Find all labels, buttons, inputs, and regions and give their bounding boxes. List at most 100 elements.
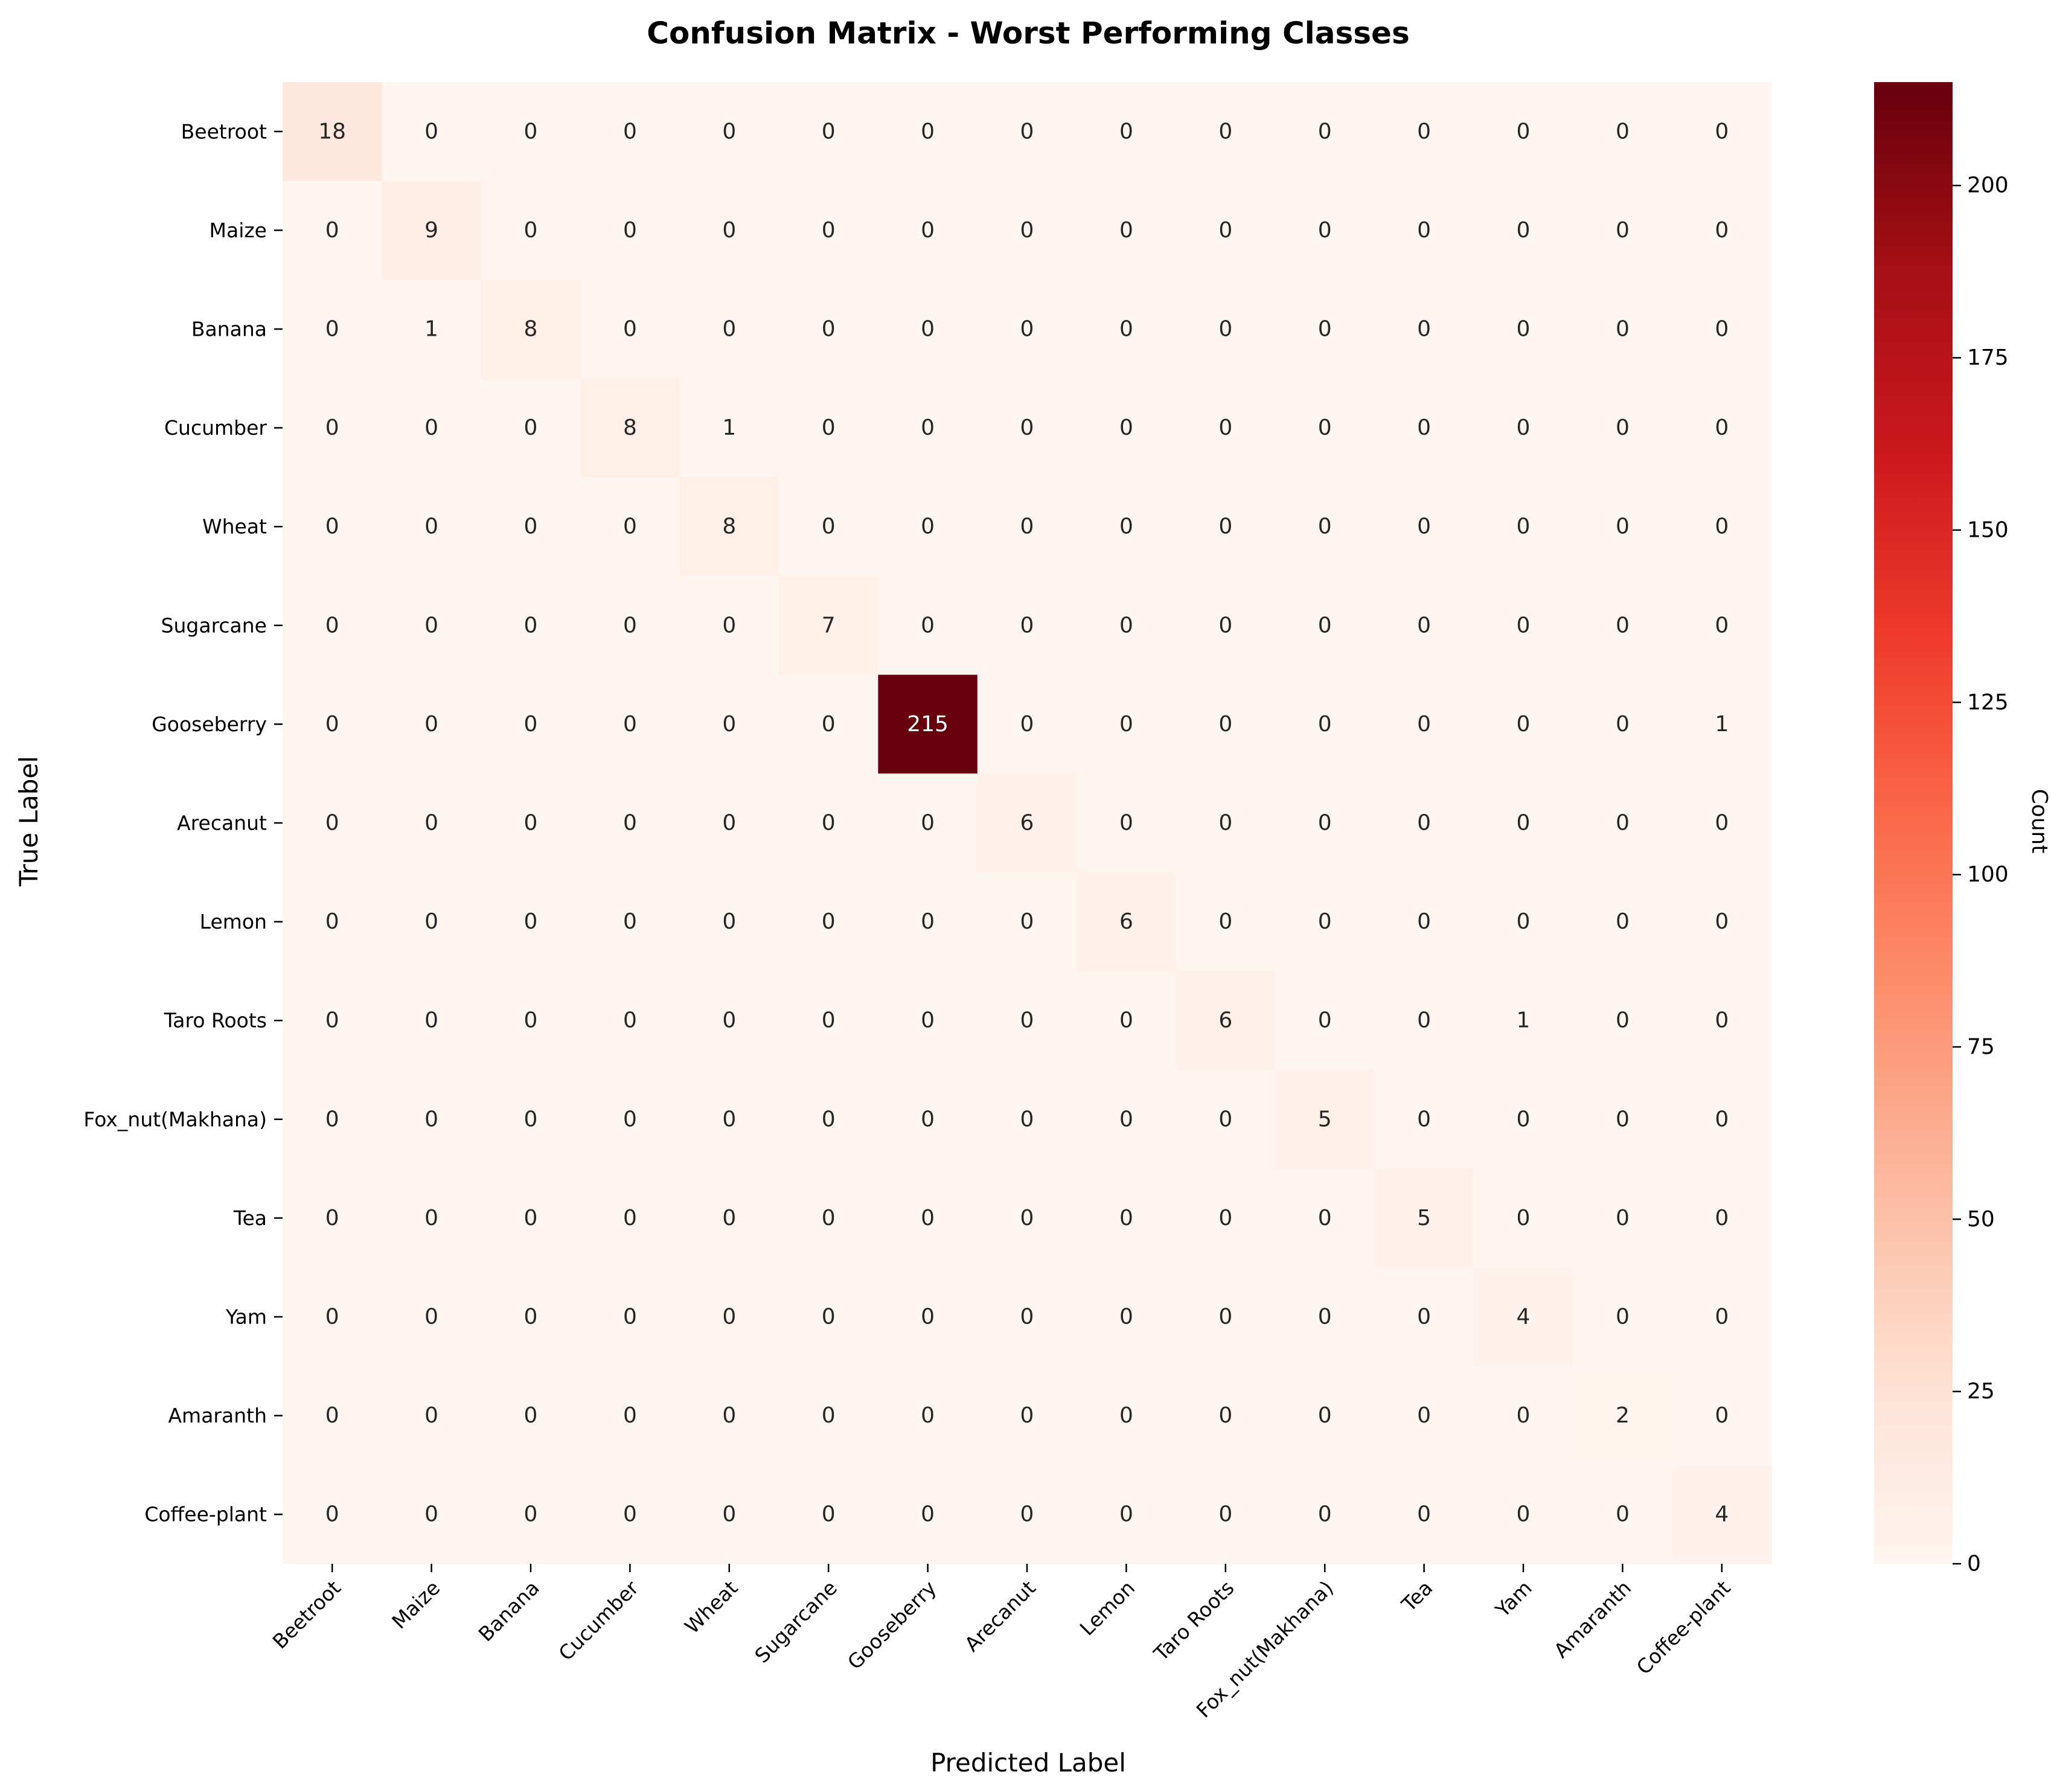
heatmap-cell (1672, 971, 1772, 1070)
cell-value-label: 0 (524, 1502, 538, 1527)
heatmap-cell (283, 1366, 382, 1465)
heatmap-cell (1176, 1366, 1276, 1465)
heatmap-cell (1275, 280, 1375, 379)
heatmap-cell (779, 674, 878, 774)
cell-value-label: 0 (1616, 119, 1630, 144)
cell-value-label: 0 (1616, 909, 1630, 934)
heatmap-cell (1374, 872, 1474, 971)
cell-value-label: 0 (325, 317, 339, 342)
cell-value-label: 4 (1715, 1502, 1729, 1527)
colorbar: 0 25 50 75 100 125 150 175 200 (1874, 82, 2009, 1576)
heatmap-cell (1573, 576, 1673, 676)
heatmap-cell (1374, 1267, 1474, 1367)
colorbar-tick-label: 75 (1967, 1034, 1995, 1059)
cell-value-label: 0 (1616, 1502, 1630, 1527)
x-tick-label: Beetroot (268, 1576, 345, 1653)
cell-value-label: 0 (325, 909, 339, 934)
cell-value-label: 7 (822, 613, 836, 638)
heatmap-cell (878, 477, 978, 577)
heatmap-cell (580, 280, 680, 379)
cell-value-label: 0 (1020, 317, 1034, 342)
cell-value-label: 0 (722, 811, 736, 836)
cell-value-label: 0 (524, 1206, 538, 1230)
cell-value-label: 0 (822, 514, 836, 539)
heatmap-cell (1672, 1070, 1772, 1170)
heatmap-cell (679, 181, 779, 280)
heatmap-cell (977, 576, 1077, 676)
heatmap-cell (779, 181, 878, 280)
heatmap-cell (1176, 773, 1276, 873)
cell-value-label: 1 (424, 317, 438, 342)
heatmap-cell (1077, 477, 1177, 577)
heatmap-cell (1077, 82, 1177, 182)
heatmap-cell (1473, 971, 1573, 1070)
heatmap-cell (977, 1070, 1077, 1170)
x-tick-label: Sugarcane (750, 1576, 842, 1668)
heatmap-cell (1573, 82, 1673, 182)
heatmap-cell (382, 378, 482, 478)
cell-value-label: 0 (921, 119, 935, 144)
heatmap-cell (1473, 773, 1573, 873)
cell-value-label: 0 (822, 218, 836, 243)
cell-value-label: 0 (1318, 514, 1332, 539)
cell-value-label: 0 (1318, 909, 1332, 934)
cell-value-label: 0 (1218, 119, 1232, 144)
x-axis-title: Predicted Label (930, 1748, 1126, 1778)
cell-value-label: 0 (1218, 613, 1232, 638)
heatmap-cell (878, 378, 978, 478)
cell-value-label: 8 (623, 415, 637, 440)
heatmap-cell (779, 872, 878, 971)
heatmap-cell (1672, 576, 1772, 676)
cell-value-label: 0 (524, 514, 538, 539)
colorbar-tick-label: 150 (1967, 517, 2009, 542)
heatmap-cell (977, 971, 1077, 1070)
cell-value-label: 0 (623, 1107, 637, 1131)
heatmap-cell (580, 82, 680, 182)
heatmap-cell (977, 1267, 1077, 1367)
heatmap-cell (779, 971, 878, 1070)
heatmap-cell (1672, 1465, 1772, 1564)
heatmap-cell (580, 1267, 680, 1367)
heatmap-cell (977, 1366, 1077, 1465)
cell-value-label: 0 (1417, 712, 1431, 737)
cell-value-label: 0 (424, 1008, 438, 1033)
cell-value-label: 0 (623, 613, 637, 638)
cell-value-label: 0 (1218, 415, 1232, 440)
x-tick-label: Coffee-plant (1632, 1576, 1735, 1679)
heatmap-cell (382, 477, 482, 577)
heatmap-cell (1077, 1070, 1177, 1170)
cell-value-label: 0 (1020, 119, 1034, 144)
cell-value-label: 0 (1218, 514, 1232, 539)
heatmap-cell (679, 872, 779, 971)
cell-value-label: 0 (325, 712, 339, 737)
heatmap-cell (1672, 674, 1772, 774)
cell-value-label: 1 (722, 415, 736, 440)
heatmap-cell (382, 1168, 482, 1268)
heatmap-cell (481, 477, 581, 577)
cell-value-label: 0 (1218, 712, 1232, 737)
cell-value-label: 0 (822, 811, 836, 836)
cell-value-label: 0 (325, 613, 339, 638)
cell-value-label: 0 (1715, 613, 1729, 638)
cell-value-label: 0 (1318, 1008, 1332, 1033)
cell-value-label: 0 (1616, 712, 1630, 737)
colorbar-tick-label: 100 (1967, 862, 2009, 887)
heatmap-cell (580, 1168, 680, 1268)
cell-value-label: 0 (722, 1305, 736, 1330)
heatmap-cell (1077, 1168, 1177, 1268)
cell-value-label: 0 (1218, 811, 1232, 836)
cell-value-label: 0 (1318, 415, 1332, 440)
cell-value-label: 0 (1517, 811, 1531, 836)
cell-value-label: 0 (822, 909, 836, 934)
heatmap-cell (1077, 1366, 1177, 1465)
heatmap-cell (1374, 280, 1474, 379)
heatmap-cell (1077, 280, 1177, 379)
y-tick-label: Wheat (202, 515, 267, 539)
y-axis-title: True Label (14, 756, 43, 887)
cell-value-label: 0 (1715, 514, 1729, 539)
cell-value-label: 0 (921, 909, 935, 934)
heatmap-cell (1374, 971, 1474, 1070)
heatmap-cell (1473, 576, 1573, 676)
x-tick-label: Arecanut (960, 1576, 1040, 1656)
cell-value-label: 0 (1616, 811, 1630, 836)
